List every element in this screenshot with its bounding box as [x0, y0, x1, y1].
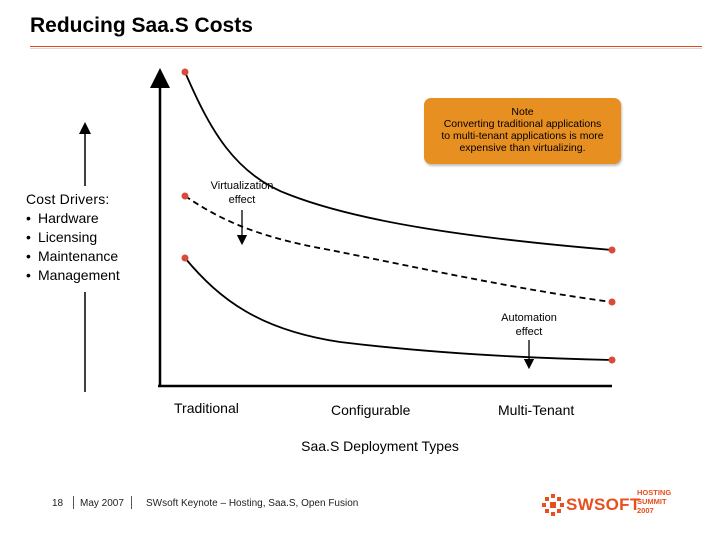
swsoft-logo-text: SWSOFT	[566, 495, 641, 514]
footer-date: May 2007	[80, 498, 124, 509]
footer-presentation-title: SWsoft Keynote – Hosting, Saa.S, Open Fu…	[146, 498, 359, 509]
cost-driver-item: • Management	[26, 267, 120, 283]
note-line: expensive than virtualizing.	[459, 142, 586, 154]
curve-upper-start-point	[181, 68, 189, 76]
hosting-summit-logo: HOSTING SUMMIT 2007	[637, 488, 672, 515]
footer-separator	[131, 496, 132, 509]
title-underline-shadow	[30, 48, 702, 49]
cost-driver-item: • Hardware	[26, 210, 99, 226]
slide-footer: 18 May 2007 SWsoft Keynote – Hosting, Sa…	[0, 482, 720, 522]
note-line: Converting traditional applications	[443, 118, 602, 130]
swsoft-logo-icon	[542, 494, 564, 516]
note-callout: Note Converting traditional applications…	[424, 98, 621, 164]
automation-effect-label: Automation effect	[501, 312, 557, 338]
curve-lower-start-point	[181, 254, 189, 262]
cost-driver-item: • Maintenance	[26, 248, 119, 264]
cost-drivers-list: Cost Drivers: • Hardware • Licensing • Main…	[26, 190, 120, 285]
x-tick-multi-tenant: Multi-Tenant	[498, 402, 575, 418]
x-axis-title: Saa.S Deployment Types	[301, 438, 459, 454]
title-underline	[30, 46, 702, 47]
cost-drivers-heading: Cost Drivers:	[26, 191, 110, 207]
slide-title: Reducing Saa.S Costs	[30, 14, 253, 37]
curve-lower-end-point	[608, 356, 616, 364]
curve-lower	[184, 257, 613, 361]
footer-separator	[73, 496, 74, 509]
note-line: to multi-tenant applications is more	[441, 130, 604, 142]
note-heading: Note	[511, 106, 534, 118]
curve-dashed-start-point	[181, 192, 189, 200]
x-tick-traditional: Traditional	[174, 400, 239, 416]
swsoft-logo: SWSOFT	[542, 492, 640, 516]
curve-upper	[184, 71, 613, 251]
curve-dashed-end-point	[608, 298, 616, 306]
virtualization-effect-label: Virtualization effect	[210, 180, 274, 206]
curve-dashed	[184, 195, 613, 303]
page-number: 18	[52, 498, 64, 509]
cost-driver-item: • Licensing	[26, 229, 98, 245]
x-tick-configurable: Configurable	[331, 402, 411, 418]
curve-upper-end-point	[608, 246, 616, 254]
